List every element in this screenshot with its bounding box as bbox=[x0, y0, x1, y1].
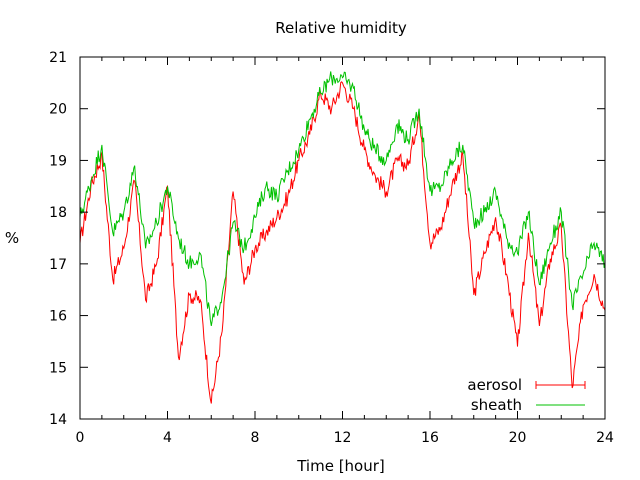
series-line-sheath bbox=[79, 71, 606, 326]
y-tick-label: 15 bbox=[49, 360, 67, 376]
plot-frame bbox=[79, 56, 606, 420]
y-tick-label: 18 bbox=[49, 205, 67, 221]
plot-area bbox=[79, 71, 606, 404]
y-tick-label: 21 bbox=[49, 50, 67, 66]
x-tick-label: 0 bbox=[76, 430, 85, 446]
x-tick-label: 12 bbox=[334, 430, 352, 446]
y-tick-label: 19 bbox=[49, 153, 67, 169]
x-tick-label: 20 bbox=[509, 430, 527, 446]
y-tick-label: 20 bbox=[49, 102, 67, 118]
y-axis-label: % bbox=[5, 229, 19, 247]
legend: aerosol sheath bbox=[467, 376, 586, 414]
y-tick-label: 17 bbox=[49, 257, 67, 273]
x-tick-label: 16 bbox=[421, 430, 439, 446]
axis-ticks: 0 4 8 12 16 20 24 14 15 16 17 18 19 20 21 bbox=[49, 50, 614, 446]
series-line-aerosol bbox=[79, 81, 606, 404]
x-tick-label: 8 bbox=[251, 430, 260, 446]
chart-title: Relative humidity bbox=[275, 19, 407, 37]
x-axis-label: Time [hour] bbox=[296, 457, 385, 475]
legend-label-sheath: sheath bbox=[471, 396, 522, 414]
legend-label-aerosol: aerosol bbox=[467, 376, 522, 394]
y-tick-label: 16 bbox=[49, 309, 67, 325]
x-tick-label: 24 bbox=[596, 430, 614, 446]
y-tick-label: 14 bbox=[49, 412, 67, 428]
x-tick-label: 4 bbox=[163, 430, 172, 446]
